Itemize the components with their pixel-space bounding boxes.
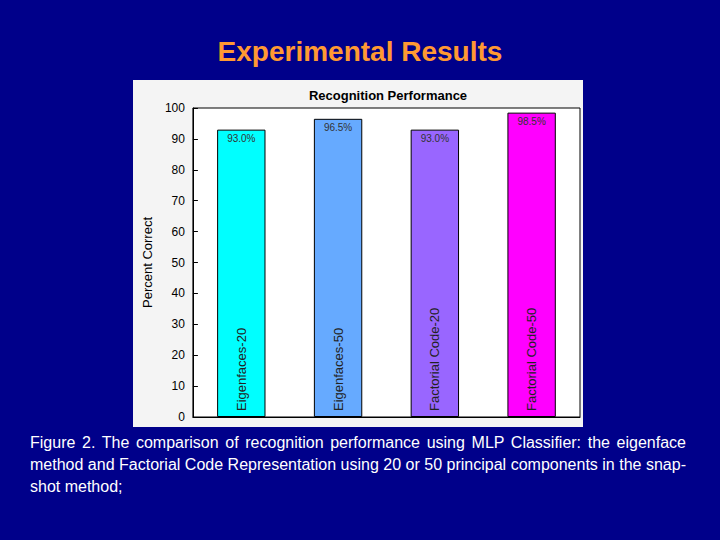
svg-text:Percent Correct: Percent Correct bbox=[140, 217, 155, 308]
svg-text:60: 60 bbox=[172, 225, 186, 239]
svg-text:Factorial Code-50: Factorial Code-50 bbox=[524, 308, 539, 411]
svg-text:0: 0 bbox=[178, 410, 185, 424]
svg-text:80: 80 bbox=[172, 163, 186, 177]
html-text:Figure 2. The comparison of re: Figure 2. The comparison of recognition … bbox=[30, 434, 686, 495]
svg-text:Eigenfaces-50: Eigenfaces-50 bbox=[331, 328, 346, 411]
html-text:Experimental Results: Experimental Results bbox=[217, 36, 503, 67]
svg-text:Recognition Performance: Recognition Performance bbox=[309, 88, 467, 103]
svg-text:70: 70 bbox=[172, 194, 186, 208]
svg-text:10: 10 bbox=[172, 379, 186, 393]
svg-text:98.5%: 98.5% bbox=[517, 116, 545, 127]
svg-text:100: 100 bbox=[165, 101, 185, 115]
svg-text:93.0%: 93.0% bbox=[421, 133, 449, 144]
svg-text:Eigenfaces-20: Eigenfaces-20 bbox=[234, 328, 249, 411]
svg-text:40: 40 bbox=[172, 286, 186, 300]
svg-text:30: 30 bbox=[172, 317, 186, 331]
svg-text:Factorial Code-20: Factorial Code-20 bbox=[427, 308, 442, 411]
svg-text:90: 90 bbox=[172, 132, 186, 146]
svg-text:93.0%: 93.0% bbox=[227, 133, 255, 144]
svg-text:96.5%: 96.5% bbox=[324, 122, 352, 133]
svg-text:20: 20 bbox=[172, 348, 186, 362]
svg-text:50: 50 bbox=[172, 256, 186, 270]
